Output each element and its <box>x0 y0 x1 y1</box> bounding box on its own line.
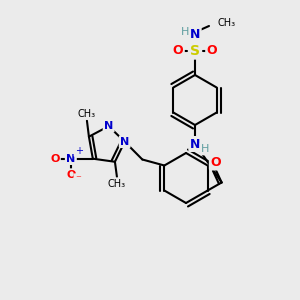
Text: +: + <box>75 146 83 156</box>
Text: O: O <box>210 156 221 169</box>
Text: O: O <box>207 44 217 58</box>
Text: CH₃: CH₃ <box>218 18 236 28</box>
Text: O: O <box>50 154 59 164</box>
Text: N: N <box>120 137 129 147</box>
Text: CH₃: CH₃ <box>78 109 96 119</box>
Text: O: O <box>173 44 183 58</box>
Text: N: N <box>190 137 200 151</box>
Text: CH₃: CH₃ <box>108 179 126 189</box>
Text: N: N <box>104 121 113 131</box>
Text: H: H <box>181 27 189 37</box>
Text: N: N <box>66 154 75 164</box>
Text: S: S <box>190 44 200 58</box>
Text: O: O <box>66 170 76 180</box>
Text: N: N <box>190 28 200 41</box>
Text: H: H <box>201 144 209 154</box>
Text: ⁻: ⁻ <box>75 175 81 185</box>
